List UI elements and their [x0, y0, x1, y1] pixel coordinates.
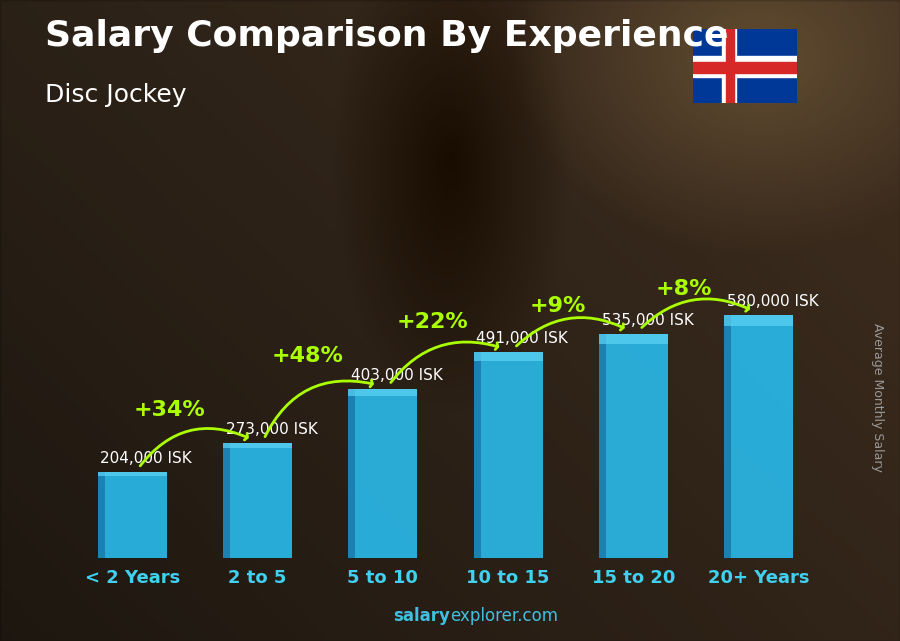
- Text: 403,000 ISK: 403,000 ISK: [351, 368, 443, 383]
- Text: +22%: +22%: [397, 312, 469, 332]
- Text: 204,000 ISK: 204,000 ISK: [100, 451, 192, 467]
- Bar: [473, 352, 543, 362]
- Bar: [348, 389, 418, 558]
- Text: +8%: +8%: [655, 279, 712, 299]
- Bar: [599, 333, 668, 344]
- Text: explorer.com: explorer.com: [450, 607, 558, 625]
- Bar: [722, 29, 736, 103]
- Bar: [348, 389, 356, 558]
- Bar: [348, 389, 418, 397]
- Text: +34%: +34%: [134, 400, 206, 420]
- Bar: [98, 472, 166, 558]
- Bar: [726, 29, 734, 103]
- Bar: [473, 352, 481, 558]
- Bar: [599, 333, 606, 558]
- Bar: [693, 56, 796, 77]
- Text: 491,000 ISK: 491,000 ISK: [476, 331, 568, 346]
- Bar: [724, 315, 793, 326]
- Bar: [599, 333, 668, 558]
- Bar: [223, 444, 292, 558]
- Bar: [223, 444, 230, 558]
- Text: Disc Jockey: Disc Jockey: [45, 83, 186, 107]
- Bar: [98, 472, 166, 476]
- Text: +48%: +48%: [272, 345, 344, 366]
- Text: +9%: +9%: [530, 296, 587, 316]
- Text: Salary Comparison By Experience: Salary Comparison By Experience: [45, 19, 728, 53]
- Bar: [473, 352, 543, 558]
- Text: 273,000 ISK: 273,000 ISK: [226, 422, 318, 437]
- Text: 580,000 ISK: 580,000 ISK: [727, 294, 819, 309]
- Bar: [693, 62, 796, 73]
- Text: 535,000 ISK: 535,000 ISK: [601, 313, 693, 328]
- Bar: [98, 472, 104, 558]
- Text: salary: salary: [393, 607, 450, 625]
- Bar: [223, 444, 292, 449]
- Bar: [724, 315, 731, 558]
- Text: Average Monthly Salary: Average Monthly Salary: [871, 323, 884, 472]
- Bar: [724, 315, 793, 558]
